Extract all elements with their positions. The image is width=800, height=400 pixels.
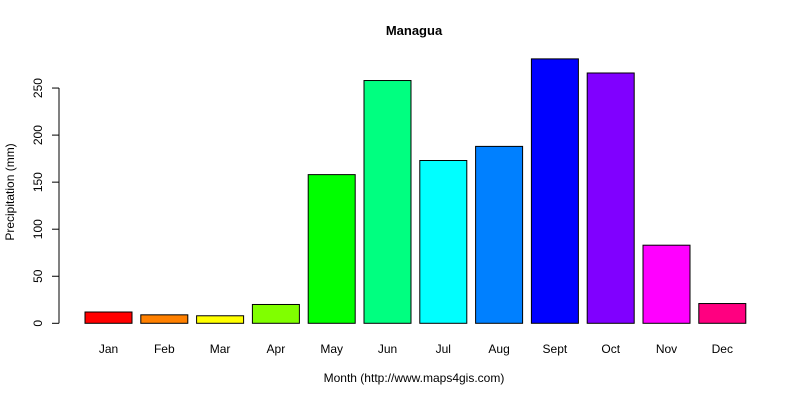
bar-apr bbox=[251, 303, 300, 324]
bar-jul bbox=[419, 160, 468, 324]
y-tick-label: 50 bbox=[31, 269, 45, 283]
bar-oct bbox=[586, 72, 635, 324]
y-tick-label: 0 bbox=[31, 320, 45, 327]
bars bbox=[84, 58, 747, 324]
bar-sept bbox=[530, 58, 579, 324]
x-tick-label: Apr bbox=[267, 342, 286, 356]
y-axis-label: Precipitation (mm) bbox=[3, 143, 17, 240]
x-tick-label: Dec bbox=[712, 342, 733, 356]
x-tick-label: Sept bbox=[543, 342, 568, 356]
bar-dec bbox=[698, 303, 747, 324]
chart-title: Managua bbox=[386, 23, 443, 38]
x-tick-label: Jun bbox=[378, 342, 397, 356]
bar-nov bbox=[642, 244, 691, 324]
x-tick-label: Oct bbox=[601, 342, 620, 356]
bar-jan bbox=[84, 311, 133, 324]
x-tick-label: Mar bbox=[210, 342, 231, 356]
x-axis-labels: Jan Feb Mar Apr May Jun Jul Aug Sept Oct Nov Dec bbox=[99, 342, 733, 356]
bar-jun bbox=[363, 80, 412, 324]
bar-feb bbox=[140, 314, 189, 324]
y-tick-label: 250 bbox=[31, 78, 45, 98]
x-tick-label: Jul bbox=[436, 342, 451, 356]
bar-aug bbox=[475, 145, 524, 324]
x-tick-label: Feb bbox=[154, 342, 175, 356]
x-tick-label: Nov bbox=[656, 342, 677, 356]
x-tick-label: Aug bbox=[488, 342, 509, 356]
bar-may bbox=[307, 174, 356, 324]
x-tick-label: May bbox=[320, 342, 343, 356]
bar-mar bbox=[196, 315, 245, 324]
y-tick-label: 100 bbox=[31, 219, 45, 239]
y-tick-label: 200 bbox=[31, 125, 45, 145]
y-axis: 0 50 100 150 200 250 bbox=[31, 78, 60, 327]
x-axis-label: Month (http://www.maps4gis.com) bbox=[324, 371, 505, 385]
x-tick-label: Jan bbox=[99, 342, 118, 356]
y-tick-label: 150 bbox=[31, 172, 45, 192]
